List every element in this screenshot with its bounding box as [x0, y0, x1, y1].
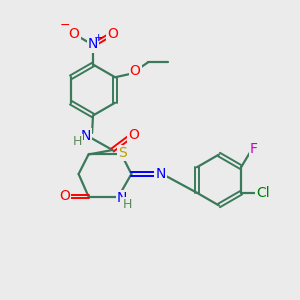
Text: −: − [60, 19, 70, 32]
Text: F: F [250, 142, 258, 156]
Text: O: O [130, 64, 141, 78]
Text: O: O [128, 128, 139, 142]
Text: O: O [107, 27, 118, 40]
Text: N: N [155, 167, 166, 181]
Text: N: N [117, 191, 127, 205]
Text: H: H [123, 198, 132, 212]
Text: O: O [59, 190, 70, 203]
Text: +: + [94, 33, 103, 43]
Text: S: S [118, 146, 127, 160]
Text: H: H [72, 135, 82, 148]
Text: N: N [88, 38, 98, 51]
Text: N: N [81, 130, 91, 143]
Text: O: O [69, 27, 80, 40]
Text: Cl: Cl [256, 186, 269, 200]
